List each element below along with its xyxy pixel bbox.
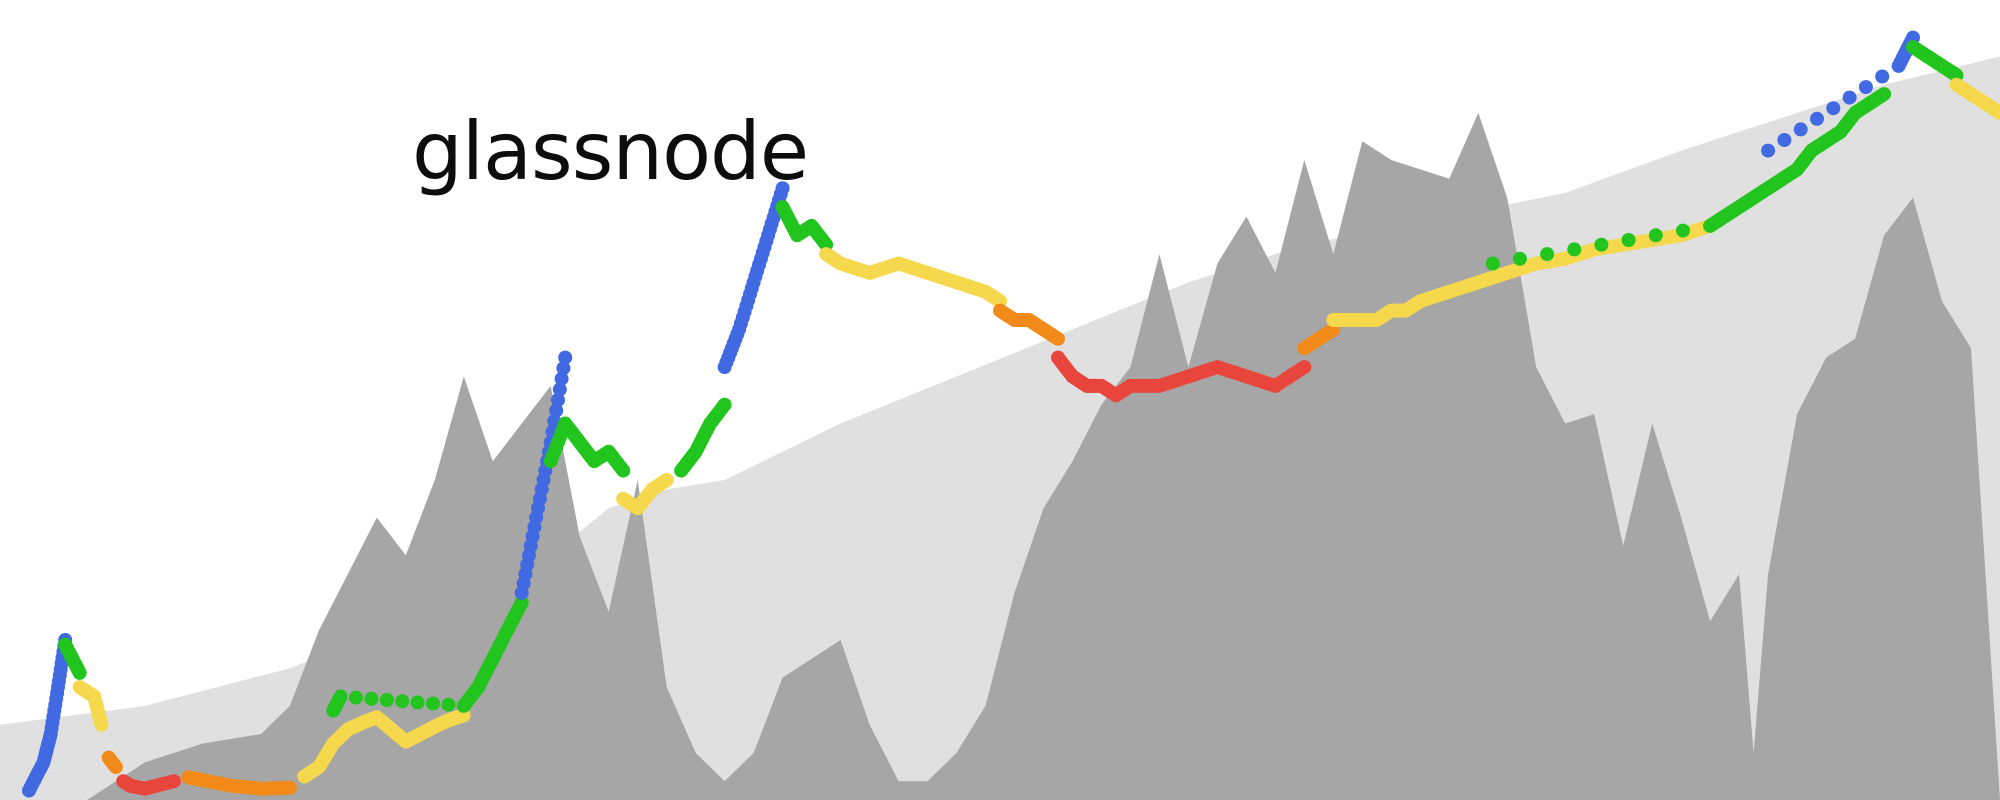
series-green-19 — [1485, 87, 1892, 271]
lower-area — [0, 112, 2000, 800]
data-point — [1512, 251, 1527, 266]
series-red-4 — [116, 774, 181, 796]
data-point — [1485, 256, 1500, 271]
data-point — [558, 350, 573, 365]
data-point — [1793, 122, 1808, 137]
data-point — [1540, 247, 1555, 262]
data-point — [556, 361, 571, 376]
data-point — [554, 371, 569, 386]
series-green-11 — [674, 397, 732, 478]
series-yellow-6 — [297, 708, 471, 784]
data-point — [364, 691, 379, 706]
data-point — [441, 697, 456, 712]
data-point — [1621, 233, 1636, 247]
data-point — [1648, 228, 1663, 243]
data-point — [1594, 237, 1609, 252]
series-yellow-22 — [1949, 77, 2000, 120]
series-orange-5 — [181, 770, 297, 796]
series-orange-15 — [993, 303, 1065, 346]
series-green-13 — [775, 200, 834, 252]
data-point — [426, 696, 440, 711]
series-green-9 — [543, 416, 631, 478]
data-point — [349, 690, 363, 705]
data-point — [1676, 223, 1690, 238]
data-point — [108, 760, 123, 775]
glassnode-logo: glassnode — [412, 105, 809, 198]
series-yellow-14 — [819, 247, 1007, 309]
data-point — [1297, 360, 1312, 375]
data-point — [72, 665, 87, 680]
data-point — [549, 403, 564, 418]
data-point — [1777, 133, 1792, 147]
series-green-1 — [58, 637, 87, 680]
series-yellow-10 — [616, 473, 674, 516]
data-point — [551, 393, 565, 407]
data-point — [1761, 143, 1776, 158]
data-point — [1875, 69, 1890, 84]
series-green-7 — [326, 595, 529, 718]
series-red-16 — [1051, 350, 1312, 403]
data-point — [1877, 87, 1892, 102]
data-point — [379, 693, 394, 707]
data-point — [552, 382, 567, 397]
data-point — [1858, 80, 1873, 95]
series-orange-3 — [101, 750, 123, 775]
data-point — [166, 774, 181, 789]
data-point — [616, 463, 631, 478]
data-point — [775, 181, 790, 196]
data-point — [282, 780, 297, 795]
series-yellow-18 — [1326, 218, 1718, 327]
data-point — [1810, 111, 1824, 126]
data-point — [333, 689, 348, 704]
data-point — [1993, 105, 2000, 120]
data-point — [395, 694, 410, 709]
data-point — [94, 717, 109, 732]
data-point — [717, 397, 732, 412]
data-point — [1842, 90, 1857, 105]
data-point — [659, 473, 674, 487]
series-yellow-2 — [72, 680, 109, 732]
data-point — [410, 695, 425, 710]
series-orange-17 — [1297, 322, 1341, 356]
data-point — [1051, 331, 1065, 346]
data-point — [1826, 101, 1841, 116]
series-blue-0 — [22, 633, 73, 798]
data-point — [1567, 242, 1582, 257]
